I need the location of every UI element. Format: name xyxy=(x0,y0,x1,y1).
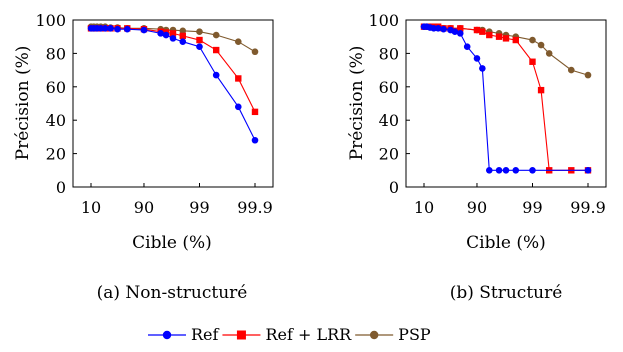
series-line xyxy=(424,26,588,171)
x-tick-label: 99.9 xyxy=(570,198,606,217)
data-point xyxy=(512,167,520,174)
data-point xyxy=(529,58,536,65)
data-point xyxy=(584,71,592,79)
data-point xyxy=(234,103,242,111)
x-tick-label: 90 xyxy=(467,198,487,217)
data-point xyxy=(251,136,259,144)
data-point xyxy=(479,65,486,72)
data-point xyxy=(463,43,471,51)
data-point xyxy=(529,36,536,44)
data-point xyxy=(537,86,545,94)
y-ticks: 0 20 40 60 80 100 xyxy=(35,11,77,197)
data-point xyxy=(451,28,459,35)
data-point xyxy=(473,55,481,62)
plot-frame xyxy=(405,19,607,188)
y-tick-label: 40 xyxy=(46,111,66,130)
data-point xyxy=(196,36,203,44)
data-point xyxy=(179,32,186,40)
x-tick-label: 99 xyxy=(189,198,209,217)
data-point xyxy=(212,46,220,54)
data-point xyxy=(196,28,203,35)
y-tick-label: 80 xyxy=(46,44,66,63)
data-point xyxy=(212,31,220,39)
plot-frame xyxy=(72,19,274,188)
data-point xyxy=(251,48,259,56)
data-point xyxy=(212,71,220,79)
data-point xyxy=(545,50,553,57)
chart-caption: (b) Structuré xyxy=(450,283,563,303)
data-point xyxy=(114,25,121,33)
data-point xyxy=(584,167,592,174)
y-tick-label: 20 xyxy=(379,145,399,164)
legend: Ref Ref + LRR PSP xyxy=(148,325,431,344)
x-tick-label: 10 xyxy=(414,198,434,217)
data-point xyxy=(140,26,148,34)
y-tick-label: 80 xyxy=(379,44,399,63)
data-point xyxy=(434,25,442,32)
data-point xyxy=(179,27,187,35)
data-point xyxy=(196,43,203,51)
data-point xyxy=(107,25,114,32)
y-tick-label: 100 xyxy=(368,11,399,30)
x-ticks: 10 90 99 99.9 xyxy=(414,183,606,217)
data-point xyxy=(567,66,575,74)
legend-marker xyxy=(162,330,172,340)
data-point xyxy=(502,35,510,42)
series-group xyxy=(87,23,259,144)
legend-label: Ref + LRR xyxy=(265,325,352,344)
y-tick-label: 60 xyxy=(46,78,66,97)
legend-marker xyxy=(236,330,246,340)
y-tick-label: 0 xyxy=(389,178,399,197)
data-point xyxy=(157,30,164,37)
data-point xyxy=(485,167,493,174)
data-point xyxy=(251,108,259,116)
data-point xyxy=(529,167,536,174)
x-tick-label: 10 xyxy=(81,198,101,217)
data-point xyxy=(162,31,170,39)
data-point xyxy=(495,33,503,40)
x-tick-label: 90 xyxy=(134,198,154,217)
y-tick-label: 20 xyxy=(46,145,66,164)
y-ticks: 0 20 40 60 80 100 xyxy=(368,11,410,197)
data-point xyxy=(486,31,493,39)
panel-non-structure: Précision (%) Cible (%) (a) Non-structur… xyxy=(13,11,274,303)
data-point xyxy=(179,38,187,46)
data-point xyxy=(235,75,242,82)
data-point xyxy=(101,25,109,32)
data-point xyxy=(495,167,503,174)
y-tick-label: 40 xyxy=(379,111,399,130)
y-tick-label: 0 xyxy=(56,178,66,197)
data-point xyxy=(123,25,131,33)
data-point xyxy=(502,167,510,174)
data-point xyxy=(234,38,242,46)
data-point xyxy=(473,26,481,34)
data-point xyxy=(537,41,545,49)
y-axis-label: Précision (%) xyxy=(13,46,33,161)
series-line xyxy=(91,27,256,141)
panel-structure: Précision (%) Cible (%) (b) Structuré 0 2… xyxy=(347,11,607,303)
data-point xyxy=(440,25,447,33)
x-ticks: 10 90 99 99.9 xyxy=(81,183,273,217)
data-point xyxy=(169,30,177,37)
x-axis-label: Cible (%) xyxy=(466,233,546,253)
legend-label: PSP xyxy=(398,325,431,344)
legend-marker xyxy=(369,330,379,340)
series-line xyxy=(424,26,588,171)
x-axis-label: Cible (%) xyxy=(132,233,212,253)
data-point xyxy=(512,36,519,44)
x-tick-label: 99.9 xyxy=(237,198,273,217)
data-point xyxy=(456,30,464,37)
series-group xyxy=(420,23,592,174)
y-tick-label: 60 xyxy=(379,78,399,97)
data-point xyxy=(457,25,464,32)
legend-label: Ref xyxy=(191,325,220,344)
data-point xyxy=(479,28,486,35)
y-axis-label: Précision (%) xyxy=(347,46,367,161)
x-tick-label: 99 xyxy=(522,198,542,217)
data-point xyxy=(169,35,177,42)
y-tick-label: 100 xyxy=(35,11,66,30)
chart-caption: (a) Non-structuré xyxy=(97,283,248,303)
